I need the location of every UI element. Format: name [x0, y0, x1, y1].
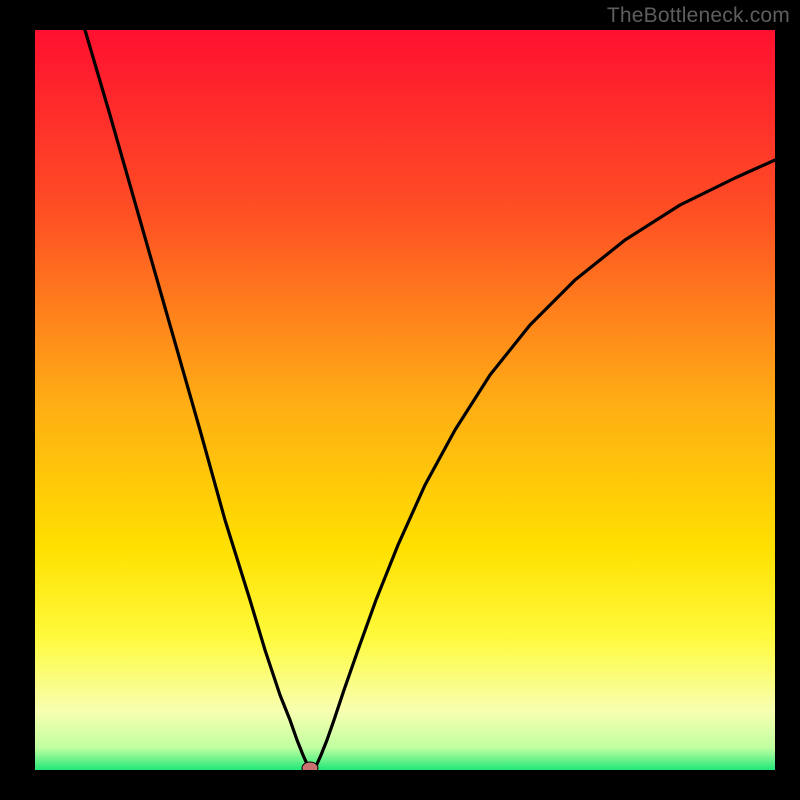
plot-gradient-area	[35, 30, 775, 770]
curve-svg	[35, 30, 775, 770]
bottleneck-curve	[85, 30, 775, 768]
watermark-text: TheBottleneck.com	[607, 4, 790, 28]
minimum-marker	[302, 762, 318, 770]
